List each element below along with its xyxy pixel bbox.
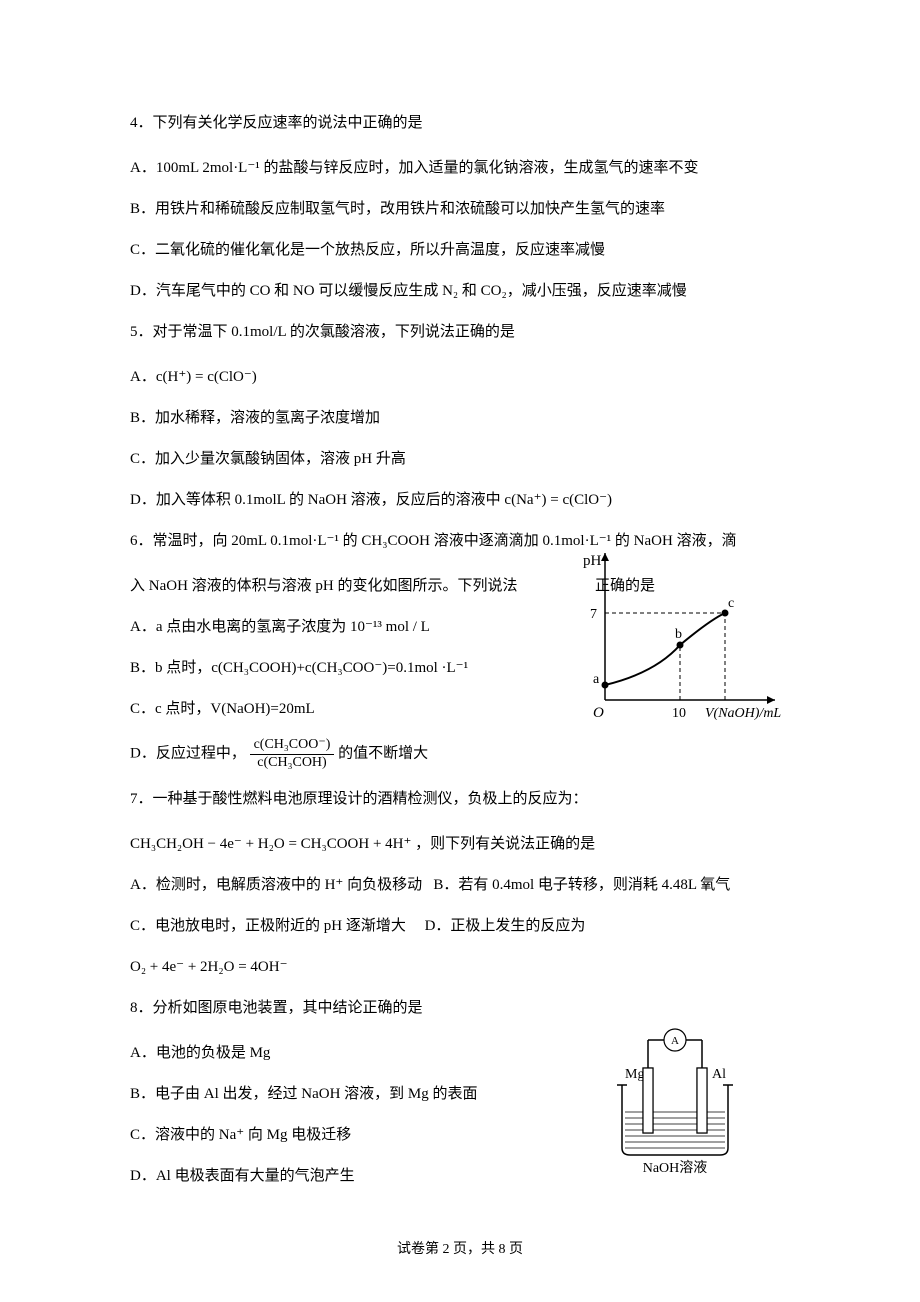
- q5-stem: 5．对于常温下 0.1mol/L 的次氯酸溶液，下列说法正确的是: [130, 319, 790, 346]
- graph-y-tick: 7: [590, 607, 597, 622]
- q7-option-a: A．检测时，电解质溶液中的 H⁺ 向负极移动: [130, 877, 422, 893]
- cell-solution-label: NaOH溶液: [643, 1160, 708, 1176]
- q7-option-c: C．电池放电时，正极附近的 pH 逐渐增大: [130, 918, 406, 934]
- q6-option-c: C．c 点时，V(NaOH)=20mL: [130, 696, 570, 723]
- q6-fraction: c(CH₃COO⁻) c(CH₃COH): [250, 737, 335, 772]
- q4-option-a: A．100mL 2mol·L⁻¹ 的盐酸与锌反应时，加入适量的氯化钠溶液，生成氢…: [130, 155, 790, 182]
- q4-stem: 4．下列有关化学反应速率的说法中正确的是: [130, 110, 790, 137]
- q5-option-c: C．加入少量次氯酸钠固体，溶液 pH 升高: [130, 446, 790, 473]
- q7-equation2: O₂ + 4e⁻ + 2H₂O = 4OH⁻: [130, 954, 790, 981]
- question-4: 4．下列有关化学反应速率的说法中正确的是: [130, 110, 790, 137]
- question-8: 8．分析如图原电池装置，其中结论正确的是: [130, 995, 790, 1022]
- q5-option-b: B．加水稀释，溶液的氢离子浓度增加: [130, 405, 790, 432]
- q4-option-c: C．二氧化硫的催化氧化是一个放热反应，所以升高温度，反应速率减慢: [130, 237, 790, 264]
- graph-point-b: b: [675, 627, 682, 642]
- exam-page: 4．下列有关化学反应速率的说法中正确的是 A．100mL 2mol·L⁻¹ 的盐…: [0, 0, 920, 1302]
- cell-right-label: Al: [712, 1067, 726, 1082]
- q6-option-d: D．反应过程中， c(CH₃COO⁻) c(CH₃COH) 的值不断增大: [130, 737, 570, 772]
- q7-option-b: B．若有 0.4mol 电子转移，则消耗 4.48L 氧气: [433, 877, 730, 893]
- q7-options-line2: C．电池放电时，正极附近的 pH 逐渐增大 D．正极上发生的反应为: [130, 913, 790, 940]
- question-5: 5．对于常温下 0.1mol/L 的次氯酸溶液，下列说法正确的是: [130, 319, 790, 346]
- q7-option-d: D．正极上发生的反应为: [425, 918, 586, 934]
- graph-point-c: c: [728, 596, 734, 611]
- q4-option-b: B．用铁片和稀硫酸反应制取氢气时，改用铁片和浓硫酸可以加快产生氢气的速率: [130, 196, 790, 223]
- page-footer: 试卷第 2 页，共 8 页: [0, 1237, 920, 1262]
- q4-option-d: D．汽车尾气中的 CO 和 NO 可以缓慢反应生成 N₂ 和 CO₂，减小压强，…: [130, 278, 790, 305]
- q6-frac-num: c(CH₃COO⁻): [250, 737, 335, 755]
- q8-stem: 8．分析如图原电池装置，其中结论正确的是: [130, 995, 790, 1022]
- q6-option-a: A．a 点由水电离的氢离子浓度为 10⁻¹³ mol / L: [130, 614, 570, 641]
- q7-stem: 7．一种基于酸性燃料电池原理设计的酒精检测仪，负极上的反应为：: [130, 786, 790, 813]
- graph-origin: O: [593, 705, 604, 721]
- graph-x-label: V(NaOH)/mL: [705, 706, 781, 721]
- q6-d-pre: D．反应过程中，: [130, 746, 246, 762]
- q6-stem-wrap: 入 NaOH 溶液的体积与溶液 pH 的变化如图所示。下列说法: [130, 578, 518, 594]
- q5-option-a: A．c(H⁺) = c(ClO⁻): [130, 364, 790, 391]
- q6-d-post: 的值不断增大: [338, 746, 428, 762]
- q6-option-b: B．b 点时，c(CH₃COOH)+c(CH₃COO⁻)=0.1mol ·L⁻¹: [130, 655, 570, 682]
- cell-meter-label: A: [671, 1035, 679, 1047]
- galvanic-cell-diagram: A Mg Al NaOH溶液: [600, 1020, 750, 1180]
- graph-x-tick: 10: [672, 706, 686, 721]
- q5-option-d: D．加入等体积 0.1molL 的 NaOH 溶液，反应后的溶液中 c(Na⁺)…: [130, 487, 790, 514]
- graph-point-a: a: [593, 672, 600, 687]
- cell-left-label: Mg: [625, 1067, 644, 1082]
- graph-y-label: pH: [583, 553, 602, 569]
- q6-frac-den: c(CH₃COH): [250, 755, 335, 772]
- titration-graph: pH 7 a b c O 10 V(NaOH)/mL: [565, 545, 790, 730]
- q7-equation: CH₃CH₂OH − 4e⁻ + H₂O = CH₃COOH + 4H⁺ ，则下…: [130, 831, 790, 858]
- question-7: 7．一种基于酸性燃料电池原理设计的酒精检测仪，负极上的反应为：: [130, 786, 790, 813]
- q7-options-line1: A．检测时，电解质溶液中的 H⁺ 向负极移动 B．若有 0.4mol 电子转移，…: [130, 872, 790, 899]
